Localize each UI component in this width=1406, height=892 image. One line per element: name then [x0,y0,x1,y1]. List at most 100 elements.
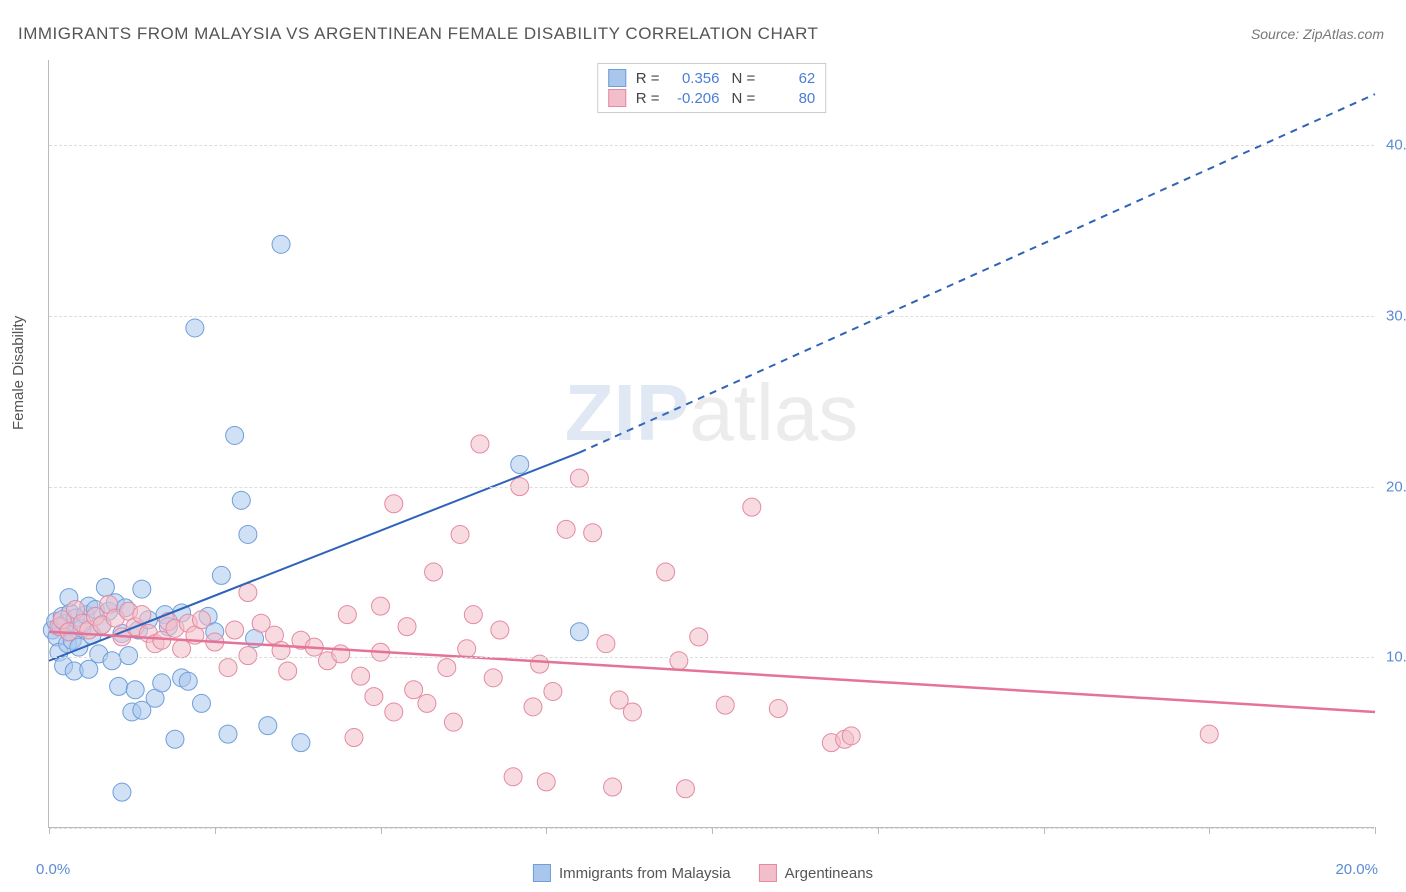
scatter-point-argentineans [484,669,502,687]
scatter-point-argentineans [226,621,244,639]
scatter-point-argentineans [438,659,456,677]
scatter-point-argentineans [405,681,423,699]
scatter-svg [49,60,1374,827]
scatter-point-malaysia [96,578,114,596]
scatter-point-malaysia [259,717,277,735]
source-label: Source: ZipAtlas.com [1251,26,1384,42]
scatter-point-argentineans [365,688,383,706]
scatter-point-malaysia [166,730,184,748]
scatter-point-argentineans [670,652,688,670]
scatter-point-argentineans [743,498,761,516]
n-value-malaysia: 62 [765,70,815,87]
scatter-point-argentineans [458,640,476,658]
scatter-point-argentineans [584,524,602,542]
scatter-point-argentineans [464,606,482,624]
n-value-argentineans: 80 [765,90,815,107]
scatter-point-malaysia [120,647,138,665]
scatter-point-malaysia [272,235,290,253]
x-tick [1044,827,1045,834]
chart-title: IMMIGRANTS FROM MALAYSIA VS ARGENTINEAN … [18,24,818,44]
scatter-point-malaysia [103,652,121,670]
scatter-point-argentineans [332,645,350,663]
scatter-point-argentineans [352,667,370,685]
scatter-point-argentineans [504,768,522,786]
scatter-point-argentineans [557,520,575,538]
scatter-point-argentineans [491,621,509,639]
scatter-point-argentineans [192,611,210,629]
scatter-point-argentineans [385,703,403,721]
gridline [49,657,1374,658]
x-tick [1375,827,1376,834]
x-tick-start: 0.0% [36,861,70,878]
legend-swatch-icon [533,864,551,882]
scatter-point-argentineans [385,495,403,513]
scatter-point-malaysia [226,426,244,444]
n-label: N = [732,90,756,107]
scatter-point-argentineans [716,696,734,714]
scatter-point-argentineans [471,435,489,453]
y-tick-label: 20.0% [1380,478,1406,495]
x-tick [878,827,879,834]
legend-label-malaysia: Immigrants from Malaysia [559,865,731,882]
scatter-point-malaysia [232,491,250,509]
gridline [49,316,1374,317]
scatter-point-argentineans [623,703,641,721]
scatter-point-argentineans [239,647,257,665]
x-tick [381,827,382,834]
y-tick-label: 30.0% [1380,308,1406,325]
scatter-point-malaysia [80,660,98,678]
legend-swatch-argentineans [608,89,626,107]
scatter-point-malaysia [192,694,210,712]
n-label: N = [732,70,756,87]
scatter-point-argentineans [444,713,462,731]
legend-item-malaysia: Immigrants from Malaysia [533,864,731,882]
legend-row-argentineans: R = -0.206 N = 80 [608,88,816,108]
scatter-point-malaysia [133,580,151,598]
scatter-point-argentineans [604,778,622,796]
x-tick [712,827,713,834]
legend-row-malaysia: R = 0.356 N = 62 [608,68,816,88]
r-label: R = [636,90,660,107]
scatter-point-argentineans [676,780,694,798]
scatter-point-argentineans [657,563,675,581]
legend-swatch-malaysia [608,69,626,87]
scatter-point-malaysia [212,566,230,584]
r-value-malaysia: 0.356 [670,70,720,87]
x-tick [546,827,547,834]
scatter-point-malaysia [219,725,237,743]
scatter-point-argentineans [570,469,588,487]
x-tick [215,827,216,834]
x-tick [1209,827,1210,834]
legend-swatch-icon [759,864,777,882]
regression-line-dashed-malaysia [579,94,1375,452]
gridline [49,487,1374,488]
scatter-point-malaysia [179,672,197,690]
scatter-point-malaysia [113,783,131,801]
regression-line-argentineans [49,632,1375,712]
scatter-point-argentineans [279,662,297,680]
scatter-point-argentineans [425,563,443,581]
legend-item-argentineans: Argentineans [759,864,873,882]
x-tick-end: 20.0% [1335,861,1378,878]
scatter-point-argentineans [398,618,416,636]
scatter-point-malaysia [153,674,171,692]
scatter-point-argentineans [597,635,615,653]
series-legend: Immigrants from Malaysia Argentineans [533,864,873,882]
scatter-point-argentineans [219,659,237,677]
scatter-point-argentineans [418,694,436,712]
scatter-point-malaysia [186,319,204,337]
scatter-point-argentineans [842,727,860,745]
scatter-point-argentineans [173,640,191,658]
r-value-argentineans: -0.206 [670,90,720,107]
scatter-point-argentineans [690,628,708,646]
scatter-point-argentineans [544,682,562,700]
plot-area: R = 0.356 N = 62 R = -0.206 N = 80 ZIPat… [48,60,1374,828]
scatter-point-argentineans [524,698,542,716]
scatter-point-malaysia [570,623,588,641]
gridline [49,145,1374,146]
y-tick-label: 40.0% [1380,137,1406,154]
scatter-point-malaysia [126,681,144,699]
scatter-point-argentineans [345,729,363,747]
scatter-point-argentineans [1200,725,1218,743]
legend-label-argentineans: Argentineans [785,865,873,882]
